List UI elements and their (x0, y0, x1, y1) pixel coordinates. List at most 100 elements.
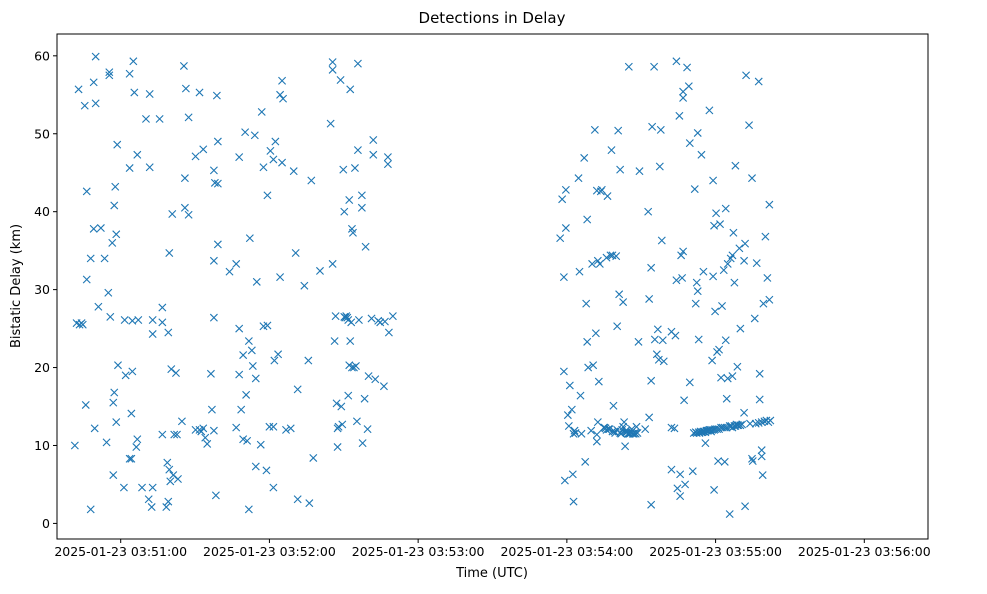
data-point (112, 418, 121, 427)
data-point (693, 287, 702, 296)
data-point (241, 128, 250, 137)
data-point (165, 249, 174, 257)
data-point (559, 273, 568, 282)
data-point (607, 146, 616, 155)
data-point (384, 328, 393, 337)
data-point (345, 196, 354, 204)
data-point (89, 78, 98, 87)
data-point (619, 298, 628, 307)
data-point (364, 372, 373, 381)
data-point (199, 424, 208, 433)
data-point (163, 458, 172, 467)
data-point (128, 367, 137, 376)
data-point (619, 422, 628, 431)
data-point (574, 174, 583, 183)
data-point (602, 425, 611, 434)
data-point (191, 152, 200, 161)
data-point (307, 176, 316, 185)
data-point (723, 259, 732, 268)
data-point (641, 425, 650, 434)
data-point (82, 275, 91, 284)
data-point (112, 230, 121, 239)
x-tick-label: 2025-01-23 03:52:00 (203, 544, 336, 559)
data-point (615, 290, 624, 299)
data-point (730, 278, 739, 287)
data-point (235, 370, 244, 379)
data-point (330, 337, 339, 346)
data-point (740, 256, 749, 265)
data-point (648, 122, 657, 131)
data-point (742, 71, 751, 80)
data-point (580, 153, 589, 162)
data-point (613, 322, 622, 331)
data-point (614, 126, 623, 135)
data-point (683, 63, 692, 72)
data-point (248, 362, 257, 370)
x-tick-label: 2025-01-23 03:55:00 (649, 544, 782, 559)
data-point (609, 401, 618, 410)
data-point (755, 395, 764, 404)
data-point (172, 430, 181, 439)
data-point (699, 267, 708, 276)
data-point (80, 101, 89, 110)
data-point (74, 85, 83, 94)
data-point (645, 413, 654, 422)
data-point (353, 59, 362, 68)
data-point (263, 191, 272, 200)
data-point (720, 457, 729, 466)
data-point (127, 454, 136, 463)
data-point (757, 452, 766, 461)
data-point (339, 165, 348, 174)
data-point (250, 131, 259, 140)
data-point (701, 439, 710, 448)
data-point (252, 277, 261, 286)
data-point (711, 425, 720, 434)
data-point (259, 163, 268, 172)
data-point (148, 330, 157, 339)
data-point (633, 429, 642, 438)
data-point (138, 483, 147, 492)
y-tick-label: 20 (34, 360, 50, 375)
data-point (697, 150, 706, 159)
data-point (690, 185, 699, 194)
data-point (741, 502, 750, 511)
data-point (721, 204, 730, 213)
data-point (761, 232, 770, 241)
data-point (305, 499, 314, 508)
data-point (645, 294, 654, 303)
data-point (672, 57, 681, 66)
data-point (209, 313, 218, 322)
data-point (558, 195, 567, 204)
data-point (113, 361, 122, 370)
data-point (334, 422, 343, 431)
data-point (86, 254, 95, 263)
y-tick-label: 40 (34, 204, 50, 219)
data-point (620, 418, 629, 427)
data-point (164, 497, 173, 506)
data-point (104, 288, 113, 297)
data-point (659, 357, 668, 366)
data-point (576, 391, 585, 400)
x-axis: 2025-01-23 03:51:00 2025-01-23 03:52:00 20… (54, 539, 931, 559)
data-point (211, 491, 220, 500)
plot-marks (70, 52, 775, 519)
data-point (237, 405, 246, 414)
data-point (148, 316, 157, 324)
data-point (670, 424, 679, 433)
data-point (616, 165, 625, 174)
data-point (705, 106, 714, 115)
data-point (109, 471, 118, 480)
x-tick-label: 2025-01-23 03:53:00 (352, 544, 485, 559)
chart-title: Detections in Delay (419, 9, 566, 27)
data-point (759, 299, 768, 308)
data-point (348, 228, 357, 237)
data-point (158, 430, 167, 439)
data-point (680, 396, 689, 405)
data-point (360, 394, 369, 403)
data-point (621, 442, 630, 451)
data-point (338, 420, 347, 429)
data-point (728, 251, 737, 260)
data-point (144, 495, 153, 504)
data-point (711, 307, 720, 316)
data-point (588, 259, 597, 268)
